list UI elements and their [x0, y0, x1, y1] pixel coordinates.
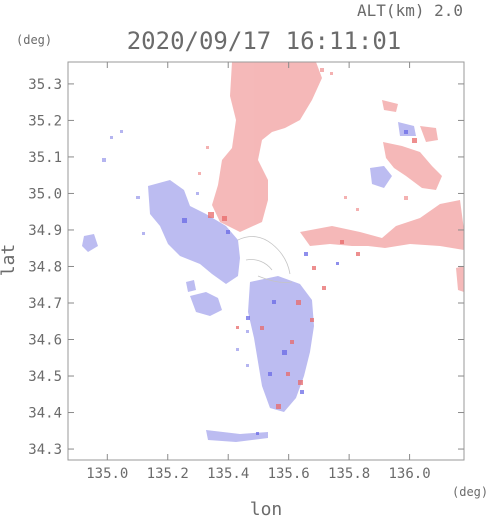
strong-approaching-speckles	[182, 130, 408, 435]
y-tick-label: 34.5	[28, 369, 62, 385]
datetime-title: 2020/09/17 16:11:01	[127, 27, 402, 55]
lon-unit-label: (deg)	[452, 485, 488, 499]
x-tick-label: 135.4	[207, 466, 249, 482]
y-tick-label: 34.3	[28, 442, 62, 458]
altitude-label: ALT(km) 2.0	[357, 1, 463, 20]
y-tick-label: 34.4	[28, 406, 62, 422]
strong-receding-speckles	[208, 138, 417, 409]
x-tick-label: 135.2	[147, 466, 189, 482]
y-axis-ticks: 35.3 35.2 35.1 35.0 34.9 34.8 34.7 34.6 34.5 34.4…	[28, 77, 464, 458]
y-axis-label: lat	[0, 244, 19, 277]
x-axis-ticks: 135.0 135.2 135.4 135.6 135.8 136.0	[86, 62, 431, 482]
receding-echo	[212, 62, 464, 292]
y-tick-label: 34.7	[28, 296, 62, 312]
y-tick-label: 35.0	[28, 186, 62, 202]
x-tick-label: 135.8	[328, 466, 370, 482]
lat-unit-label: (deg)	[16, 33, 52, 47]
x-tick-label: 135.0	[86, 466, 128, 482]
scattered-receding-echoes	[198, 68, 408, 211]
y-tick-label: 35.3	[28, 77, 62, 93]
x-axis-label: lon	[250, 499, 283, 520]
y-tick-label: 34.9	[28, 223, 62, 239]
coastline	[237, 236, 293, 283]
y-tick-label: 34.6	[28, 333, 62, 349]
radar-echo-field	[82, 62, 464, 442]
plot-frame	[67, 61, 465, 461]
y-tick-label: 34.8	[28, 259, 62, 275]
x-tick-label: 136.0	[389, 466, 431, 482]
scattered-echoes	[102, 130, 249, 367]
y-tick-label: 35.1	[28, 150, 62, 166]
approaching-echo	[82, 122, 416, 442]
x-tick-label: 135.6	[268, 466, 310, 482]
y-tick-label: 35.2	[28, 113, 62, 129]
